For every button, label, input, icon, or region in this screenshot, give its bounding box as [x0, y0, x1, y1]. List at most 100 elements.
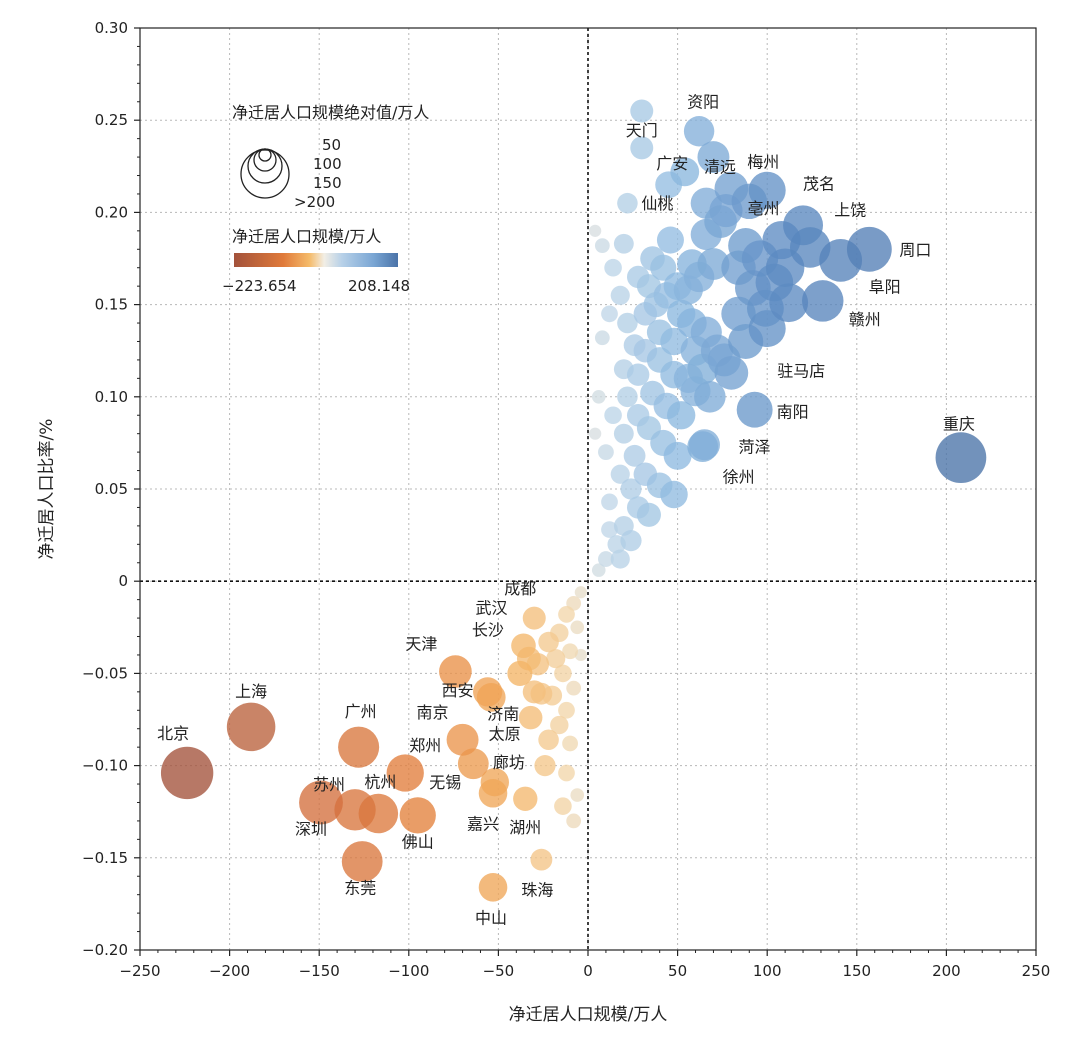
data-point: [566, 813, 582, 829]
label-茂名: 茂名: [803, 174, 835, 193]
color-bar: [234, 253, 398, 267]
data-point: [601, 521, 618, 538]
y-tick-label: 0.25: [95, 111, 128, 129]
label-阜阳: 阜阳: [869, 277, 901, 296]
label-赣州: 赣州: [849, 310, 881, 329]
point-湖州: [513, 786, 538, 811]
data-point: [554, 797, 572, 815]
x-tick-label: 250: [1022, 962, 1051, 980]
data-point: [617, 312, 638, 334]
label-广州: 广州: [345, 702, 377, 721]
data-point: [570, 620, 585, 635]
data-point: [714, 355, 749, 390]
data-point: [610, 549, 630, 569]
x-tick-label: −100: [388, 962, 429, 980]
data-point: [574, 586, 587, 599]
data-point: [522, 680, 546, 704]
point-成都: [522, 606, 546, 630]
label-杭州: 杭州: [364, 773, 396, 792]
data-point: [558, 764, 575, 782]
data-point: [538, 631, 559, 653]
data-point: [623, 444, 646, 467]
data-point: [663, 441, 692, 470]
point-苏州: [334, 789, 376, 831]
size-legend-circle-50: [258, 148, 272, 162]
label-南京: 南京: [417, 703, 449, 722]
label-佛山: 佛山: [402, 832, 434, 851]
label-珠海: 珠海: [521, 881, 553, 900]
point-资阳: [683, 116, 715, 147]
label-菏泽: 菏泽: [738, 438, 770, 457]
point-上海: [226, 702, 276, 752]
data-point: [660, 480, 688, 509]
x-tick-label: 50: [668, 962, 687, 980]
y-tick-label: −0.20: [82, 941, 128, 959]
data-point: [558, 606, 575, 623]
color-legend-max: 208.148: [348, 277, 410, 295]
point-郑州: [386, 754, 424, 792]
axis-ticks: −250 −200 −150 −100 −50 0 50 100 150 200 2500.300.…: [82, 19, 1050, 980]
x-tick-label: −250: [119, 962, 160, 980]
data-point: [604, 406, 622, 425]
point-北京: [160, 746, 214, 800]
point-天门: [630, 136, 654, 160]
label-天津: 天津: [405, 635, 437, 654]
point-太原: [518, 705, 543, 730]
data-point: [617, 386, 638, 408]
data-point: [667, 401, 696, 430]
size-legend: 净迁居人口规模绝对值/万人 50 100 150 >200: [232, 103, 429, 211]
label-清远: 清远: [704, 158, 736, 177]
data-point: [656, 226, 684, 254]
data-point: [620, 478, 642, 500]
x-tick-label: 100: [753, 962, 782, 980]
label-梅州: 梅州: [747, 152, 779, 171]
data-point: [589, 427, 602, 440]
label-南阳: 南阳: [777, 403, 809, 422]
label-周口: 周口: [899, 240, 931, 259]
data-point: [566, 680, 582, 696]
label-徐州: 徐州: [723, 468, 755, 487]
y-tick-label: −0.05: [82, 664, 128, 682]
size-legend-circle-100: [253, 148, 277, 172]
size-legend-circle-150: [247, 148, 283, 184]
label-东莞: 东莞: [344, 878, 376, 897]
data-point: [534, 755, 556, 777]
label-驻马店: 驻马店: [777, 362, 825, 381]
size-legend-title: 净迁居人口规模绝对值/万人: [232, 103, 429, 122]
x-tick-label: 200: [932, 962, 961, 980]
label-天门: 天门: [626, 121, 658, 140]
y-tick-label: 0.15: [95, 296, 128, 314]
size-legend-value-150: 150: [313, 174, 342, 192]
data-points: [160, 99, 987, 902]
data-point: [562, 643, 578, 660]
size-legend-value-50: 50: [322, 136, 341, 154]
data-point: [591, 390, 606, 404]
data-point: [650, 254, 677, 281]
label-郑州: 郑州: [409, 736, 441, 755]
point-佛山: [399, 797, 436, 834]
data-point: [697, 248, 730, 281]
data-point: [601, 493, 618, 511]
point-长沙: [507, 660, 533, 686]
label-太原: 太原: [489, 725, 521, 744]
point-无锡: [457, 748, 489, 780]
data-point: [550, 715, 569, 735]
label-济南: 济南: [487, 704, 519, 723]
label-上饶: 上饶: [834, 200, 866, 219]
point-深圳: [299, 780, 343, 825]
label-苏州: 苏州: [313, 775, 345, 794]
data-point: [604, 258, 622, 277]
label-中山: 中山: [475, 908, 507, 927]
y-axis-label: 净迁居人口比率/%: [37, 419, 57, 560]
x-tick-label: 0: [583, 962, 593, 980]
point-西安: [473, 677, 503, 707]
data-point: [598, 551, 614, 567]
label-武汉: 武汉: [475, 599, 507, 618]
data-point: [594, 238, 610, 253]
data-point: [769, 283, 809, 323]
x-tick-label: 150: [842, 962, 871, 980]
label-资阳: 资阳: [687, 92, 719, 111]
data-point: [630, 99, 654, 123]
point-重庆: [935, 432, 987, 484]
